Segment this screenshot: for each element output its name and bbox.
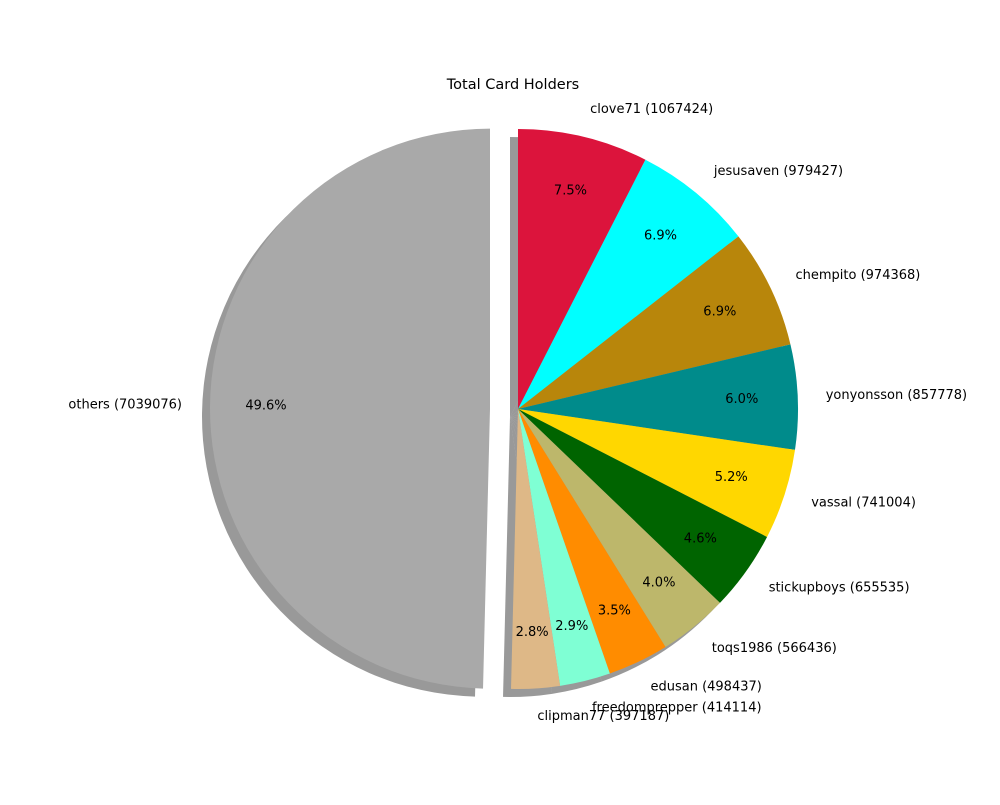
slice-label: edusan (498437) bbox=[650, 680, 761, 695]
slice-label: vassal (741004) bbox=[811, 496, 916, 511]
slice-percent-label: 4.0% bbox=[642, 576, 675, 591]
slice-label: jesusaven (979427) bbox=[713, 164, 843, 179]
slice-percent-labels: 7.5% 6.9% 6.9% 6.0% 5.2% 4.6% 4.0% 3.5% 2.9% 2.8%… bbox=[245, 184, 758, 640]
pie-slice bbox=[518, 159, 739, 409]
pie-slice bbox=[518, 409, 666, 674]
pie-slice bbox=[518, 409, 720, 647]
pie-slice bbox=[518, 409, 610, 686]
slice-percent-label: 3.5% bbox=[598, 604, 631, 619]
pie-slices bbox=[210, 128, 799, 689]
pie-slice bbox=[518, 344, 799, 450]
pie-slice bbox=[518, 129, 646, 409]
slice-label: stickupboys (655535) bbox=[769, 580, 910, 595]
pie-slice bbox=[210, 128, 491, 689]
slice-percent-label: 2.8% bbox=[516, 625, 549, 640]
slice-percent-label: 2.9% bbox=[555, 619, 588, 634]
slice-label: chempito (974368) bbox=[795, 268, 920, 283]
slice-label: toqs1986 (566436) bbox=[712, 641, 837, 656]
pie-slice bbox=[518, 409, 768, 603]
slice-labels: clove71 (1067424) jesusaven (979427) chemp… bbox=[68, 102, 967, 724]
slice-percent-label: 5.2% bbox=[715, 470, 748, 485]
pie-slice bbox=[518, 409, 795, 537]
slice-percent-label: 6.9% bbox=[703, 304, 736, 319]
slice-label: freedomprepper (414114) bbox=[592, 700, 762, 715]
slice-percent-label: 6.9% bbox=[644, 229, 677, 244]
slice-label: others (7039076) bbox=[68, 397, 182, 412]
chart-title: Total Card Holders bbox=[446, 77, 579, 93]
pie-slice bbox=[511, 409, 561, 689]
slice-percent-label: 7.5% bbox=[554, 184, 587, 199]
slice-label: yonyonsson (857778) bbox=[826, 388, 967, 403]
pie-slice bbox=[518, 236, 791, 409]
slice-label: clove71 (1067424) bbox=[590, 102, 713, 117]
slice-label: clipman77 (397187) bbox=[537, 709, 669, 724]
slice-percent-label: 4.6% bbox=[684, 532, 717, 547]
slice-percent-label: 6.0% bbox=[725, 392, 758, 407]
slice-percent-label: 49.6% bbox=[245, 398, 286, 413]
